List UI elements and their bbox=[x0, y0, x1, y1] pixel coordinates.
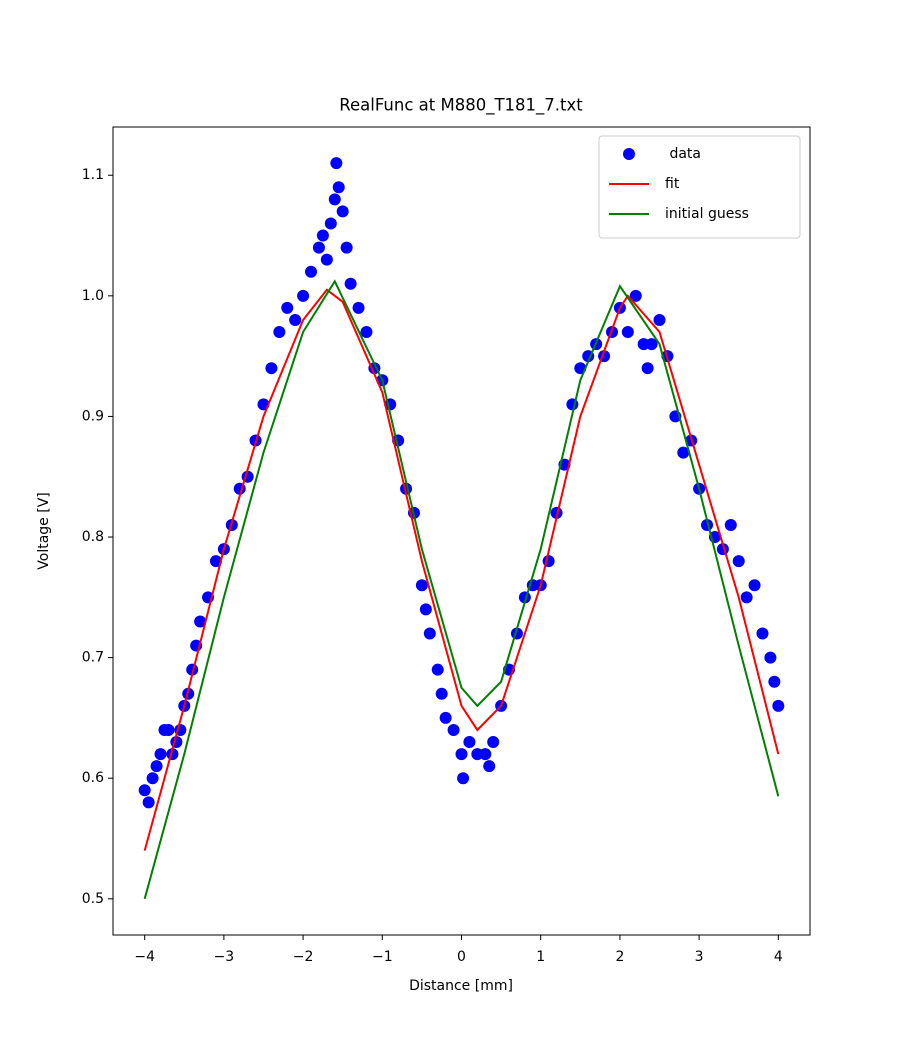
legend-marker bbox=[623, 148, 635, 160]
data-point bbox=[324, 217, 337, 230]
data-point bbox=[748, 579, 761, 592]
data-point bbox=[340, 241, 353, 254]
data-point bbox=[194, 615, 207, 628]
data-point bbox=[629, 289, 642, 302]
legend-label: initial guess bbox=[665, 206, 749, 222]
data-point bbox=[419, 603, 432, 616]
x-tick-label: 2 bbox=[615, 949, 624, 965]
data-point bbox=[641, 362, 654, 375]
legend-label: fit bbox=[665, 176, 680, 192]
data-point bbox=[320, 253, 333, 266]
data-point bbox=[316, 229, 329, 242]
x-tick-label: 1 bbox=[536, 949, 545, 965]
data-point bbox=[305, 265, 318, 278]
series-line bbox=[143, 279, 780, 900]
data-point bbox=[328, 193, 341, 206]
data-point bbox=[439, 711, 452, 724]
data-point bbox=[150, 760, 163, 773]
data-point bbox=[332, 181, 345, 194]
x-axis-label: Distance [mm] bbox=[409, 978, 513, 994]
data-point bbox=[621, 326, 634, 339]
data-point bbox=[330, 157, 343, 170]
x-tick-label: 3 bbox=[695, 949, 704, 965]
data-point bbox=[479, 748, 492, 761]
data-point bbox=[360, 326, 373, 339]
x-tick-label: −2 bbox=[293, 949, 314, 965]
x-tick-label: 4 bbox=[774, 949, 783, 965]
y-axis-label: Voltage [V] bbox=[36, 492, 52, 569]
data-point bbox=[209, 555, 222, 568]
data-point bbox=[764, 651, 777, 664]
data-point bbox=[457, 772, 470, 785]
data-point bbox=[415, 579, 428, 592]
data-point bbox=[352, 301, 365, 314]
data-point bbox=[273, 326, 286, 339]
x-tick-label: −4 bbox=[134, 949, 155, 965]
data-point bbox=[336, 205, 349, 218]
data-point bbox=[265, 362, 278, 375]
legend-label: data bbox=[665, 146, 701, 162]
data-point bbox=[724, 518, 737, 531]
data-point bbox=[162, 723, 175, 736]
y-tick-label: 0.5 bbox=[82, 891, 104, 907]
data-point bbox=[447, 723, 460, 736]
y-tick-label: 1.1 bbox=[82, 167, 104, 183]
y-tick-label: 0.9 bbox=[82, 408, 104, 424]
data-point bbox=[142, 796, 155, 809]
y-tick-label: 0.7 bbox=[82, 650, 104, 666]
y-tick-label: 0.8 bbox=[82, 529, 104, 545]
data-point bbox=[455, 748, 468, 761]
x-tick-label: −3 bbox=[214, 949, 235, 965]
series-line bbox=[143, 288, 780, 851]
data-point bbox=[344, 277, 357, 290]
plot-frame bbox=[112, 126, 811, 936]
y-tick-label: 0.6 bbox=[82, 770, 104, 786]
legend-box bbox=[598, 135, 801, 239]
data-point bbox=[483, 760, 496, 773]
data-point bbox=[297, 289, 310, 302]
data-point bbox=[677, 446, 690, 459]
data-point bbox=[463, 736, 476, 749]
data-point bbox=[550, 506, 563, 519]
data-point bbox=[740, 591, 753, 604]
data-point bbox=[423, 627, 436, 640]
data-point bbox=[653, 313, 666, 326]
data-point bbox=[487, 736, 500, 749]
chart-title: RealFunc at M880_T181_7.txt bbox=[339, 96, 583, 116]
data-point bbox=[435, 687, 448, 700]
y-tick-label: 1.0 bbox=[82, 288, 104, 304]
data-point bbox=[756, 627, 769, 640]
data-point bbox=[138, 784, 151, 797]
data-point bbox=[732, 555, 745, 568]
data-point bbox=[312, 241, 325, 254]
data-point bbox=[772, 699, 785, 712]
data-point bbox=[289, 313, 302, 326]
data-point bbox=[146, 772, 159, 785]
data-point bbox=[768, 675, 781, 688]
x-tick-label: 0 bbox=[457, 949, 466, 965]
data-point bbox=[645, 338, 658, 351]
data-point bbox=[154, 748, 167, 761]
x-tick-label: −1 bbox=[372, 949, 393, 965]
data-point bbox=[431, 663, 444, 676]
data-point bbox=[281, 301, 294, 314]
